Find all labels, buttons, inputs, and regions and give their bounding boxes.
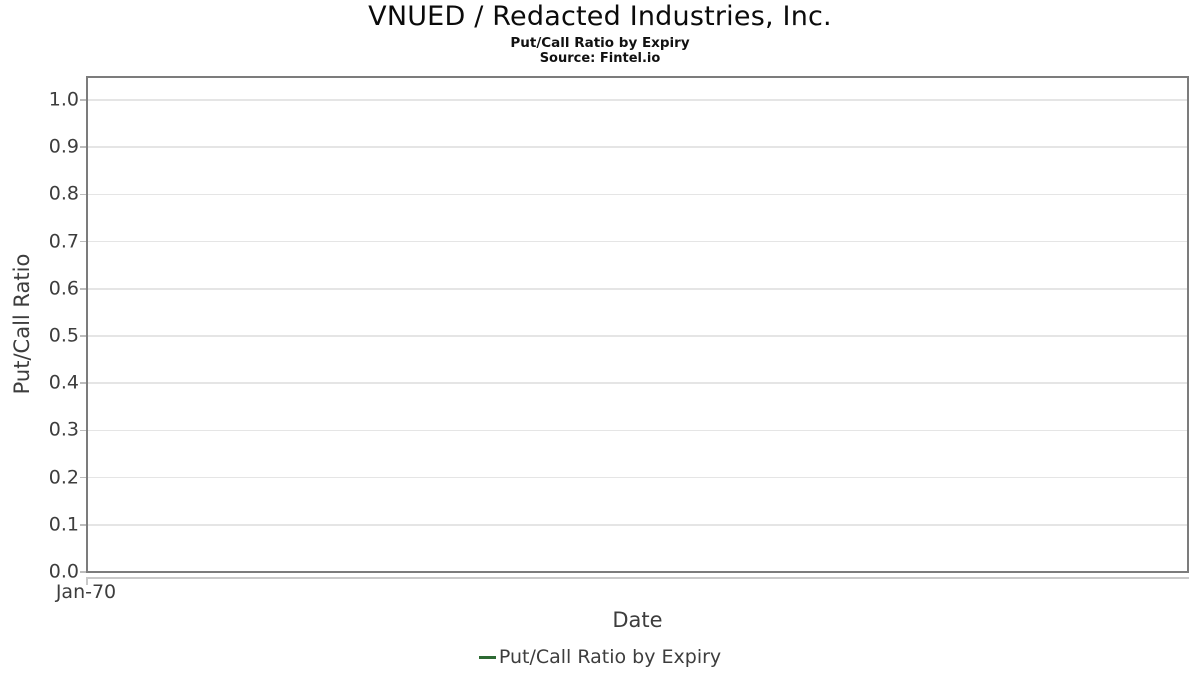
x-axis-title: Date [612,608,663,632]
y-axis-tick-mark [80,524,86,526]
x-axis-line [86,577,1189,579]
y-axis-tick-mark [80,146,86,148]
y-axis-tick-mark [80,193,86,196]
y-axis-tick-label: 0.1 [48,513,79,536]
gridline [88,382,1187,384]
y-axis-tick-mark [80,476,86,479]
chart-source-credit: Source: Fintel.io [539,51,661,66]
gridline [88,476,1187,479]
y-axis-tick-mark [80,382,86,384]
legend-label: Put/Call Ratio by Expiry [498,646,722,668]
gridline [88,99,1187,101]
legend-item[interactable]: Put/Call Ratio by Expiry [0,646,1200,668]
y-axis-tick-label: 0.6 [48,277,79,300]
gridline [88,429,1187,432]
gridline [88,240,1187,243]
y-axis-tick-mark [80,335,86,337]
y-axis-tick-label: 0.9 [48,135,79,158]
y-axis-tick-label: 0.4 [48,371,79,394]
legend-line-marker [478,655,496,659]
y-axis-tick-label: 0.2 [48,466,79,489]
x-axis-tick-mark [86,578,88,585]
gridline [88,335,1187,337]
y-axis-tick-mark [80,571,86,573]
y-axis-tick-label: 0.8 [48,182,79,205]
y-axis-tick-mark [80,429,86,432]
chart-subtitle: Put/Call Ratio by Expiry [510,35,690,51]
y-axis-tick-label: 0.3 [48,418,79,441]
y-axis-tick-mark [80,99,86,101]
y-axis-tick-mark [80,288,86,290]
y-axis-tick-label: 0.7 [48,230,79,253]
x-axis-tick-label: Jan-70 [55,581,117,603]
plot-area [86,76,1189,573]
chart-title: VNUED / Redacted Industries, Inc. [368,1,832,32]
y-axis-tick-mark [80,240,86,243]
y-axis-tick-label: 0.5 [48,324,79,347]
gridline [88,146,1187,148]
gridline [88,524,1187,526]
gridline [88,288,1187,290]
gridline [88,193,1187,196]
y-axis-tick-label: 0.0 [48,560,79,583]
y-axis-tick-label: 1.0 [48,88,79,111]
